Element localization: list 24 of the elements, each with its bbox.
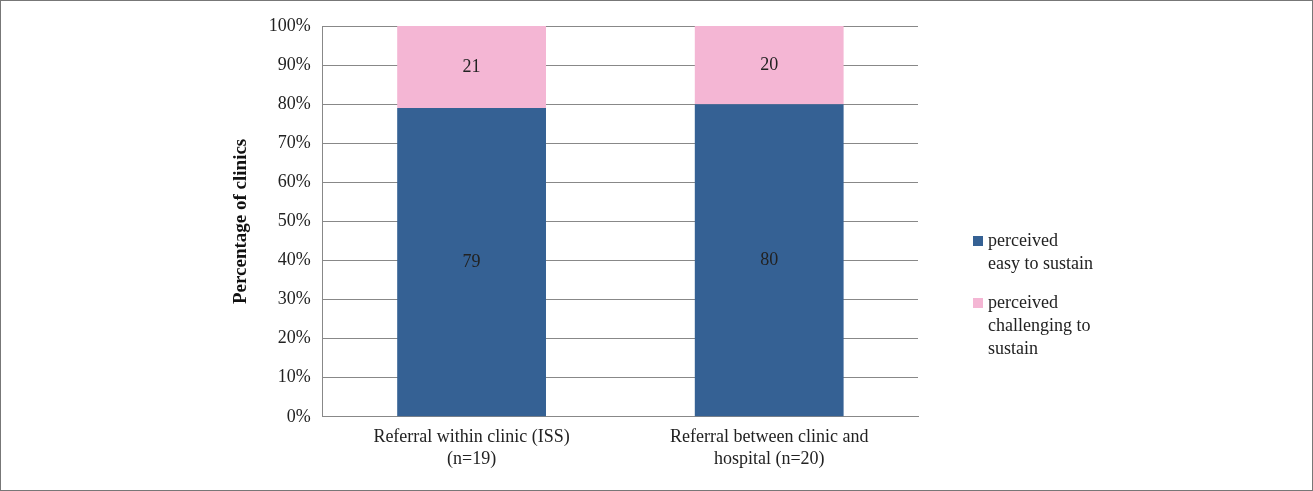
legend-label: perceived easy to sustain [988,229,1093,275]
y-tick-label: 30% [277,288,311,309]
y-tick-label: 20% [277,327,311,348]
y-tick-label: 100% [268,14,311,35]
y-tick-label: 90% [277,53,311,74]
x-tick-label: Referral between clinic and hospital (n=20) [670,426,869,469]
bar [694,104,844,417]
y-tick-label: 70% [277,131,311,152]
y-tick-label: 80% [277,92,311,113]
y-tick-label: 10% [277,366,311,387]
bar [397,108,546,417]
data-label: 79 [462,250,481,271]
data-label: 20 [760,53,779,74]
legend-label: perceived challenging to sustain [988,291,1092,360]
y-tick-label: 60% [277,171,311,192]
y-axis-title: Percentage of clinics [229,138,251,305]
data-label: 80 [760,248,779,269]
y-tick-label: 50% [277,210,311,231]
bar [397,26,546,109]
y-tick-label: 0% [286,405,311,426]
bar [694,26,844,105]
x-tick-label: Referral within clinic (ISS) (n=19) [373,426,570,469]
y-tick-label: 40% [277,249,311,270]
data-label: 21 [462,55,481,76]
